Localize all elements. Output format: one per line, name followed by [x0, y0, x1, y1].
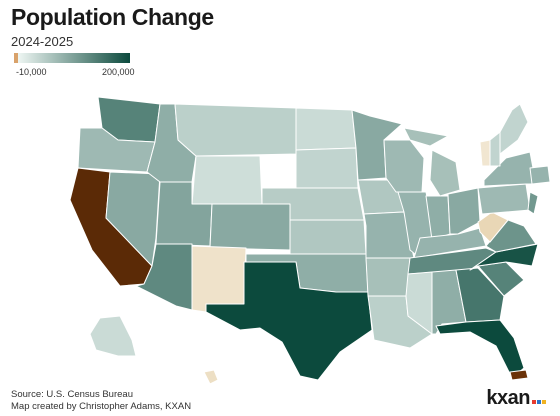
- region-florida: [435, 319, 525, 379]
- region-puerto-rico: [509, 369, 529, 381]
- region-wyoming: [191, 155, 263, 205]
- map-title: Population Change: [11, 4, 214, 30]
- legend-gradient-bar: [18, 53, 130, 63]
- region-new-england-south: [529, 165, 551, 185]
- logo-text: kxan: [486, 387, 530, 409]
- region-arkansas: [365, 257, 411, 297]
- region-new-hampshire: [489, 131, 501, 167]
- region-hawaii: [203, 369, 219, 385]
- region-new-jersey: [527, 191, 539, 215]
- region-south-dakota: [295, 147, 359, 189]
- legend-max-label: 200,000: [102, 67, 135, 77]
- region-mississippi: [405, 271, 433, 335]
- region-pennsylvania: [477, 183, 531, 215]
- region-alaska: [89, 315, 137, 357]
- region-michigan-up: [403, 127, 449, 147]
- region-maine: [499, 103, 529, 155]
- region-north-dakota: [295, 107, 357, 151]
- logo-dot-red: [532, 400, 536, 404]
- region-ohio: [447, 187, 481, 235]
- source-note: Source: U.S. Census Bureau Map created b…: [11, 389, 191, 413]
- legend-negative-swatch: [14, 53, 18, 63]
- region-texas: [205, 261, 373, 381]
- logo-dot-blue: [537, 400, 541, 404]
- region-colorado: [209, 203, 291, 251]
- region-vermont: [479, 139, 491, 167]
- logo-dot-yellow: [542, 400, 546, 404]
- region-montana: [174, 103, 297, 157]
- region-new-mexico: [191, 245, 247, 313]
- source-line: Source: U.S. Census Bureau: [11, 389, 133, 400]
- region-wisconsin: [383, 139, 425, 193]
- credit-line: Map created by Christopher Adams, KXAN: [11, 401, 192, 412]
- kxan-logo: kxan: [486, 387, 546, 410]
- map-subtitle: 2024-2025: [11, 34, 74, 49]
- logo-dots-icon: [531, 387, 546, 410]
- region-michigan: [429, 149, 461, 197]
- color-legend: -10,000 200,000: [14, 53, 138, 83]
- region-kentucky: [413, 227, 487, 259]
- legend-min-label: -10,000: [16, 67, 47, 77]
- region-kansas: [289, 219, 367, 255]
